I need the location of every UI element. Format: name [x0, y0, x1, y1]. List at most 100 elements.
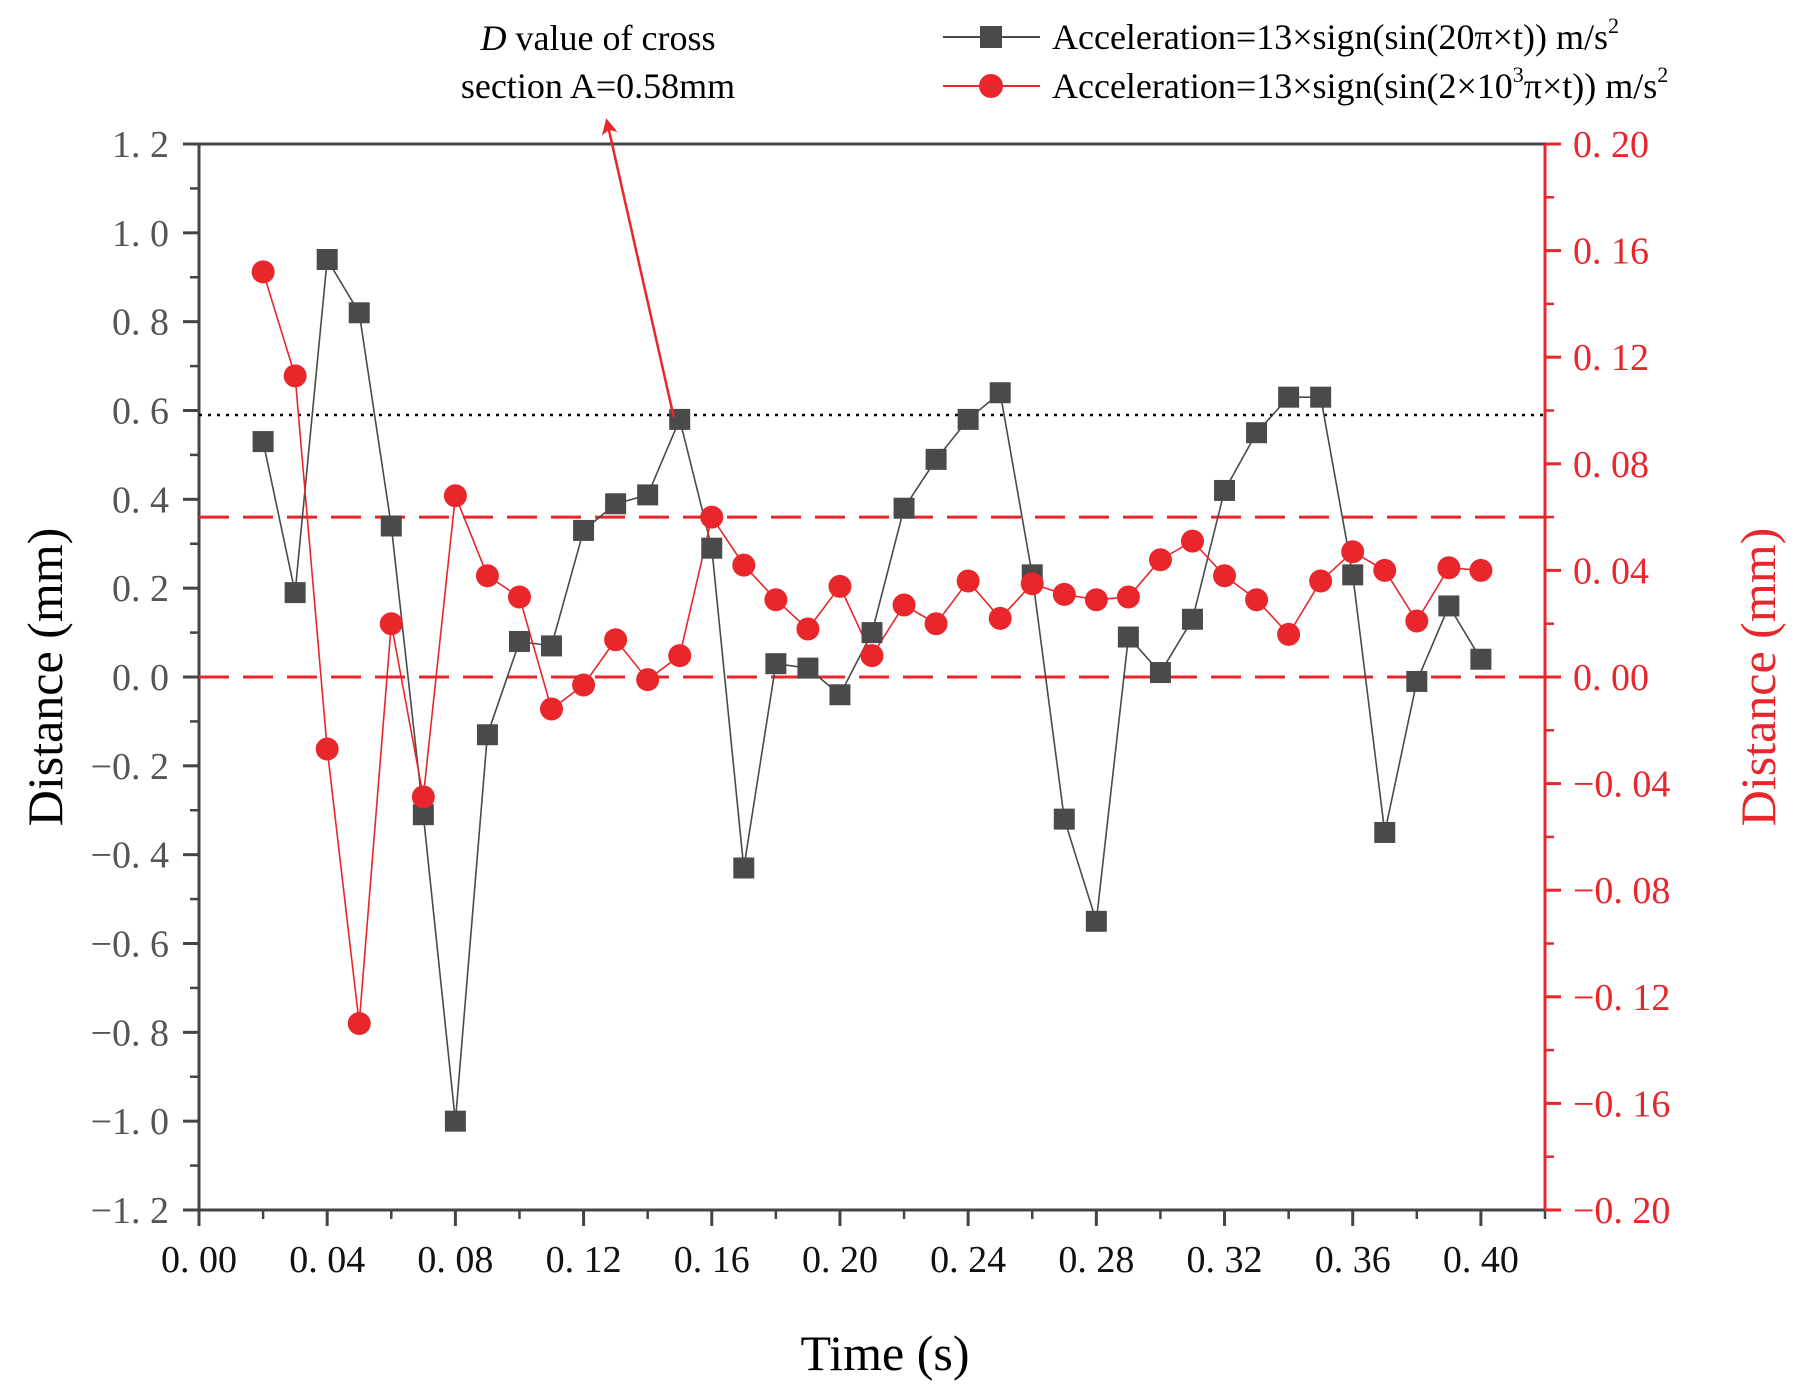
y-tick-label: 0. 4	[112, 479, 169, 521]
y-tick-label: 0. 8	[112, 302, 169, 344]
series-2-circle-point	[1213, 564, 1237, 588]
series-2-circle-point	[636, 668, 660, 692]
series-1-square-point	[1374, 821, 1396, 843]
series-1-square-point	[1053, 808, 1075, 830]
series-2-circle-point	[347, 1011, 371, 1035]
series-1-square-point	[957, 408, 979, 430]
tick-marks	[183, 142, 1561, 1226]
y2-tick-label: −0. 12	[1573, 977, 1670, 1019]
series-1-square-point	[1149, 662, 1171, 684]
legend-label-square-series: Acceleration=13×sign(sin(20π×t)) m/s2	[1052, 13, 1619, 57]
series-2-circle-point	[1245, 588, 1269, 612]
y2-tick-label: 0. 04	[1573, 550, 1649, 592]
y2-tick-label: 0. 00	[1573, 657, 1649, 699]
legend-label-circle-part1: Acceleration=13×sign(sin(2×10	[1052, 66, 1513, 106]
x-axis-title: Time (s)	[800, 1325, 969, 1381]
x-tick-label: 0. 24	[930, 1239, 1006, 1281]
series-2-circle-point	[924, 612, 948, 636]
series-1-square-point	[1470, 648, 1492, 670]
y-tick-label: −0. 4	[91, 835, 169, 877]
series-1-square-point	[797, 657, 819, 679]
series-1-square-point	[765, 653, 787, 675]
legend-label-circle-sup2: 2	[1657, 62, 1668, 87]
series-2-circle-point	[1469, 558, 1493, 582]
y-axis-title: Distance (mm)	[17, 528, 73, 827]
series-1-square-point	[669, 408, 691, 430]
series-2-circle-point	[988, 606, 1012, 630]
y2-tick-label: 0. 16	[1573, 231, 1649, 273]
series-2-circle-point	[1084, 588, 1108, 612]
series-1-square-point	[444, 1110, 466, 1132]
x-tick-label: 0. 00	[161, 1239, 237, 1281]
legend-entry-square-series: Acceleration=13×sign(sin(20π×t)) m/s2	[943, 13, 1619, 57]
x-tick-label: 0. 28	[1058, 1239, 1134, 1281]
series-1-square-point	[1181, 608, 1203, 630]
series-2-circle-point	[315, 737, 339, 761]
y-tick-label: 1. 2	[112, 124, 169, 166]
y2-tick-label: −0. 20	[1573, 1190, 1670, 1232]
cross-section-annotation: D value of cross section A=0.58mm	[461, 18, 735, 418]
series-2-circle-point	[892, 593, 916, 617]
series-1-square-point	[1278, 386, 1300, 408]
series-2-circle-point	[475, 564, 499, 588]
series-2-circle-point	[1052, 582, 1076, 606]
series-1-square-point	[541, 635, 563, 657]
series-2-circle-point	[411, 785, 435, 809]
series-2-circle-point	[443, 484, 467, 508]
annotation-line-2: section A=0.58mm	[461, 66, 735, 106]
y-tick-label: −0. 2	[91, 746, 169, 788]
annotation-line-1-rest: value of cross	[507, 18, 716, 58]
y-tick-label: 0. 6	[112, 391, 169, 433]
series-2-circle-point	[668, 644, 692, 668]
y-tick-label: −0. 6	[91, 924, 169, 966]
y2-tick-label: −0. 04	[1573, 764, 1670, 806]
series-2-circle-point	[604, 628, 628, 652]
y2-axis-title: Distance (mm)	[1730, 528, 1786, 827]
x-tick-label: 0. 12	[546, 1239, 622, 1281]
x-tick-label: 0. 16	[674, 1239, 750, 1281]
legend-label-circle-part2: π×t)) m/s	[1524, 66, 1657, 106]
series-1-square-point	[1342, 564, 1364, 586]
x-tick-label: 0. 20	[802, 1239, 878, 1281]
series-2-circle-point	[283, 364, 307, 388]
data-series	[251, 248, 1493, 1132]
legend: Acceleration=13×sign(sin(20π×t)) m/s2 Ac…	[943, 13, 1668, 106]
series-1-square-point	[1085, 910, 1107, 932]
x-tick-label: 0. 04	[289, 1239, 365, 1281]
series-1-square-point	[348, 302, 370, 324]
legend-circle-marker-icon	[979, 74, 1003, 98]
series-2-circle-point	[1020, 572, 1044, 596]
annotation-italic-d: D	[480, 18, 507, 58]
series-2-circle-point	[828, 574, 852, 598]
y-tick-label: −1. 0	[91, 1101, 169, 1143]
series-1-square-point	[925, 448, 947, 470]
y-tick-label: 1. 0	[112, 213, 169, 255]
series-1-square-point	[1310, 386, 1332, 408]
series-1-square-point	[252, 431, 274, 453]
series-2-circle-point	[700, 505, 724, 529]
x-tick-label: 0. 36	[1315, 1239, 1391, 1281]
series-1-square-point	[1214, 479, 1236, 501]
legend-label-circle-sup1: 3	[1513, 62, 1524, 87]
series-2-circle-point	[1373, 558, 1397, 582]
series-2-circle-point	[1148, 548, 1172, 572]
annotation-line-1: D value of cross	[480, 18, 716, 58]
series-2-circle-point	[1437, 556, 1461, 580]
y2-tick-label: −0. 16	[1573, 1083, 1670, 1125]
series-2-circle-point	[251, 260, 275, 284]
series-2-circle-point	[1116, 585, 1140, 609]
reference-lines	[199, 413, 1545, 679]
series-2-circle-point	[764, 588, 788, 612]
y2-tick-label: 0. 12	[1573, 337, 1649, 379]
legend-square-marker-icon	[980, 26, 1002, 48]
series-1-square-point	[605, 493, 627, 515]
y2-tick-label: −0. 08	[1573, 870, 1670, 912]
y-tick-label: −1. 2	[91, 1190, 169, 1232]
series-2-circle-point	[956, 569, 980, 593]
series-1-square-point	[637, 484, 659, 506]
y-tick-label: 0. 0	[112, 657, 169, 699]
y2-tick-label: 0. 20	[1573, 124, 1649, 166]
series-1-square-point	[476, 724, 498, 746]
series-2-circle-point	[732, 553, 756, 577]
series-2-circle-point	[1405, 609, 1429, 633]
